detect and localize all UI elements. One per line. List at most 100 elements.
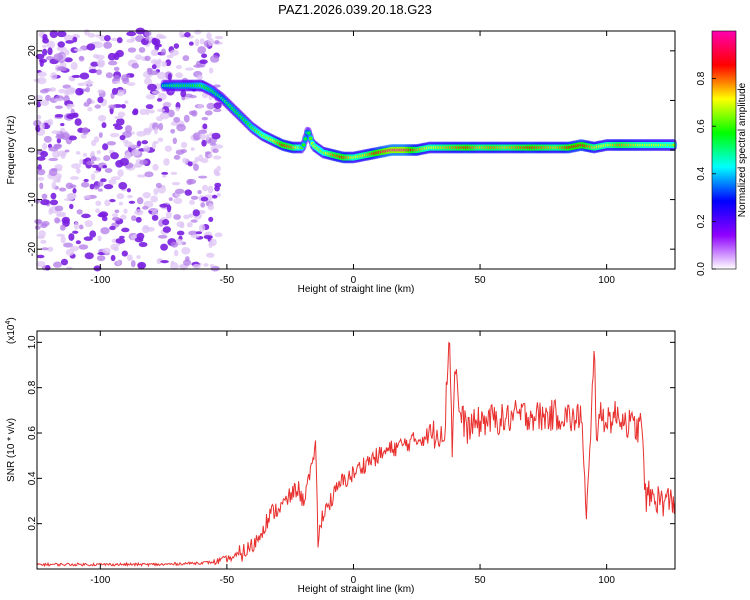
- noise-blob: [161, 106, 170, 114]
- noise-blob: [190, 195, 199, 200]
- noise-blob: [108, 179, 117, 185]
- noise-blob: [125, 125, 132, 133]
- noise-blob: [127, 47, 137, 53]
- noise-blob: [90, 61, 99, 67]
- noise-blob: [190, 219, 198, 223]
- noise-blob: [93, 265, 102, 272]
- noise-blob: [184, 189, 192, 196]
- noise-blob: [214, 182, 222, 188]
- noise-blob: [104, 168, 113, 174]
- noise-blob: [60, 235, 66, 244]
- noise-blob: [107, 52, 117, 61]
- noise-blob: [72, 188, 77, 194]
- noise-blob: [51, 130, 61, 135]
- noise-blob: [84, 80, 94, 85]
- colorbar-ticks: 0.0 0.2 0.4 0.6 0.8: [696, 71, 716, 276]
- noise-blob: [166, 204, 172, 213]
- noise-blob: [138, 242, 148, 248]
- noise-blob: [49, 30, 58, 39]
- noise-blob: [38, 58, 48, 63]
- noise-blob: [126, 188, 131, 193]
- noise-blob: [175, 107, 180, 112]
- noise-blob: [98, 188, 103, 192]
- noise-blob: [147, 83, 157, 91]
- noise-blob: [214, 40, 220, 45]
- noise-blob: [183, 259, 192, 266]
- noise-blob: [60, 224, 66, 231]
- noise-blob: [209, 264, 215, 268]
- noise-blob: [110, 243, 118, 251]
- noise-blob: [89, 230, 97, 238]
- noise-blob: [171, 181, 181, 186]
- noise-blob: [64, 57, 73, 63]
- noise-blob: [86, 97, 92, 105]
- noise-blob: [173, 197, 183, 205]
- noise-blob: [71, 163, 81, 169]
- noise-blob: [54, 205, 64, 212]
- noise-blob: [180, 141, 188, 149]
- noise-blob: [64, 149, 70, 153]
- noise-blob: [54, 217, 61, 224]
- noise-blob: [114, 209, 120, 214]
- noise-blob: [65, 40, 75, 44]
- noise-blob: [142, 205, 149, 210]
- noise-blob: [75, 150, 81, 155]
- noise-blob: [148, 109, 155, 114]
- noise-blob: [123, 208, 128, 214]
- noise-blob: [198, 224, 206, 232]
- colorbar: 0.0 0.2 0.4 0.6 0.8 Normalized spectral ampl…: [696, 30, 748, 276]
- noise-blob: [70, 61, 78, 70]
- x-tick-label: -50: [220, 575, 235, 586]
- noise-blob: [102, 165, 108, 169]
- noise-blob: [81, 181, 90, 188]
- x-tick-label: 0: [351, 275, 357, 286]
- noise-blob: [194, 29, 202, 35]
- noise-blob: [124, 100, 129, 104]
- noise-blob: [188, 94, 197, 99]
- y-tick-label: 0.4: [27, 471, 38, 485]
- noise-blob: [41, 193, 48, 200]
- noise-blob: [201, 116, 209, 121]
- noise-blob: [182, 157, 188, 164]
- noise-blob: [37, 168, 46, 176]
- noise-blob: [35, 53, 45, 60]
- noise-blob: [93, 41, 103, 49]
- noise-blob: [192, 263, 201, 269]
- ridge-core: [301, 143, 306, 147]
- noise-blob: [213, 155, 222, 160]
- noise-blob: [109, 132, 120, 138]
- noise-blob: [157, 234, 168, 239]
- noise-blob: [116, 118, 125, 126]
- noise-blob: [96, 59, 106, 67]
- noise-blob: [172, 137, 178, 145]
- noise-blob: [184, 31, 191, 38]
- noise-blob: [213, 102, 222, 109]
- noise-blob: [190, 234, 200, 239]
- noise-blob: [130, 260, 136, 268]
- noise-blob: [157, 108, 166, 113]
- noise-blob: [55, 134, 65, 140]
- noise-blob: [121, 227, 130, 233]
- noise-blob: [57, 150, 67, 157]
- noise-blob: [69, 203, 74, 210]
- noise-blob: [103, 184, 114, 190]
- noise-blob: [156, 71, 167, 80]
- noise-blob: [138, 46, 146, 53]
- noise-blob: [81, 127, 89, 135]
- y-tick-label: 1.0: [27, 335, 38, 349]
- noise-blob: [102, 247, 111, 254]
- noise-blob: [208, 216, 214, 222]
- noise-blob: [201, 184, 209, 192]
- noise-blob: [50, 72, 58, 81]
- noise-blob: [175, 64, 182, 70]
- noise-blob: [166, 54, 174, 59]
- noise-blob: [195, 231, 203, 235]
- noise-blob: [211, 132, 221, 140]
- noise-blob: [192, 209, 200, 217]
- noise-blob: [160, 243, 168, 251]
- noise-blob: [179, 30, 184, 39]
- noise-blob: [160, 48, 167, 56]
- noise-blob: [98, 132, 103, 139]
- noise-blob: [118, 201, 124, 206]
